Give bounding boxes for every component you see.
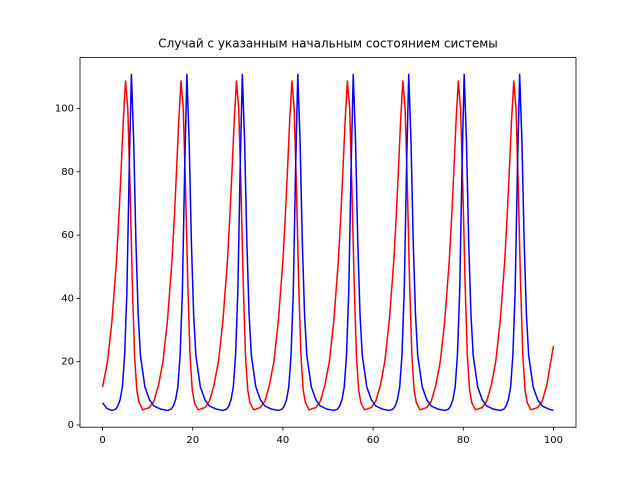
data-line (101, 73, 554, 412)
plot-area (101, 73, 555, 412)
y-tick-label: 60 (61, 230, 74, 241)
chart-title: Случай с указанным начальным состоянием … (158, 37, 498, 51)
y-tick-label: 100 (55, 104, 74, 115)
data-line (101, 80, 555, 411)
x-tick-label: 100 (544, 435, 563, 446)
x-tick-label: 80 (457, 435, 470, 446)
y-tick-label: 80 (61, 167, 74, 178)
x-tick-label: 0 (99, 435, 105, 446)
axes-frame (79, 57, 577, 428)
x-tick-label: 40 (277, 435, 290, 446)
y-tick-label: 0 (68, 420, 74, 431)
x-tick-label: 20 (186, 435, 199, 446)
x-tick-label: 60 (367, 435, 380, 446)
y-tick-label: 20 (61, 357, 74, 368)
y-tick-label: 40 (61, 293, 74, 304)
